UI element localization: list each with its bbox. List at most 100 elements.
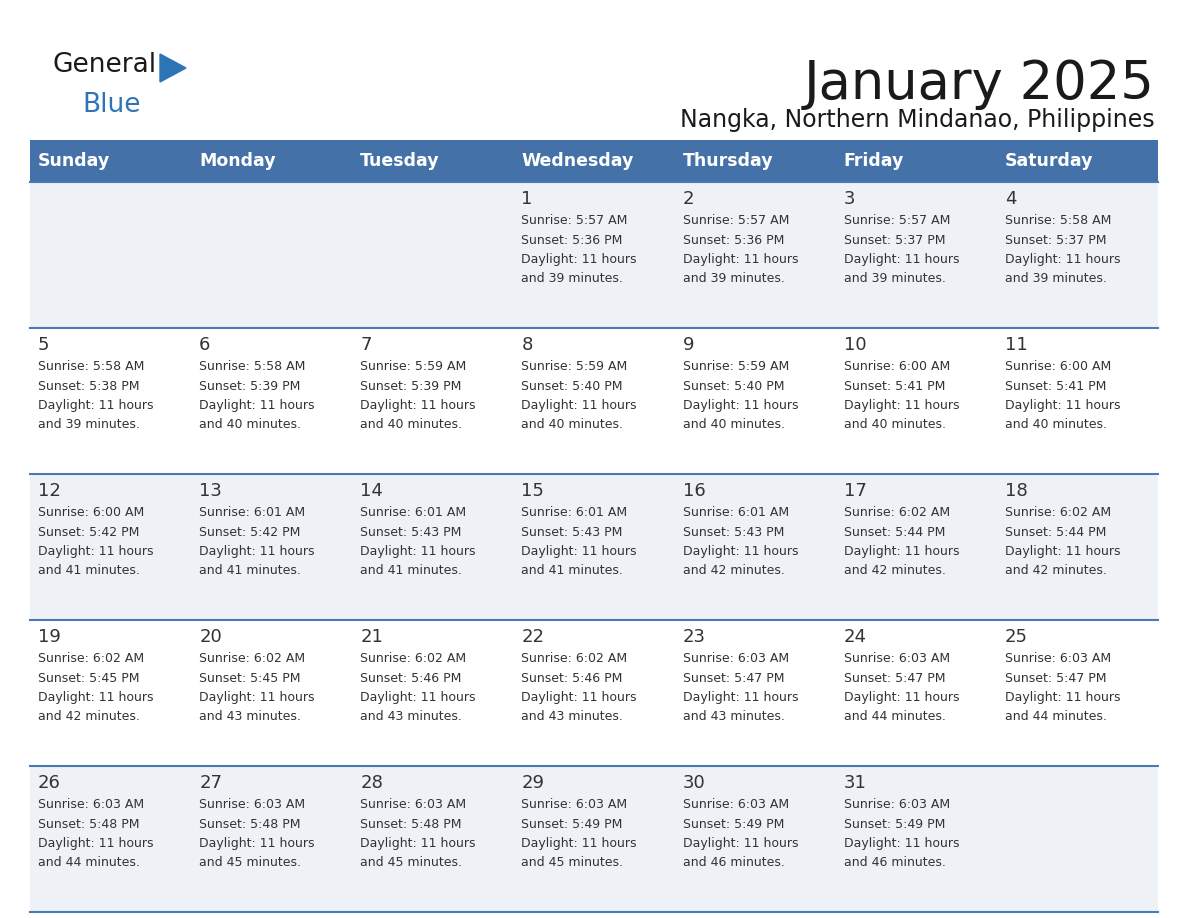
Text: and 40 minutes.: and 40 minutes. — [683, 419, 784, 431]
Text: Daylight: 11 hours: Daylight: 11 hours — [522, 691, 637, 704]
Text: and 45 minutes.: and 45 minutes. — [522, 856, 624, 869]
Text: and 43 minutes.: and 43 minutes. — [200, 711, 301, 723]
Text: Sunset: 5:43 PM: Sunset: 5:43 PM — [522, 525, 623, 539]
Text: Monday: Monday — [200, 152, 276, 170]
Bar — [30, 766, 1158, 912]
Text: 12: 12 — [38, 482, 61, 500]
Text: Sunrise: 6:01 AM: Sunrise: 6:01 AM — [200, 506, 305, 519]
Text: 17: 17 — [843, 482, 866, 500]
Text: Daylight: 11 hours: Daylight: 11 hours — [360, 399, 475, 412]
Text: Sunrise: 5:57 AM: Sunrise: 5:57 AM — [843, 214, 950, 227]
Text: Daylight: 11 hours: Daylight: 11 hours — [360, 545, 475, 558]
Text: and 39 minutes.: and 39 minutes. — [843, 273, 946, 285]
Text: Sunrise: 6:03 AM: Sunrise: 6:03 AM — [843, 798, 950, 811]
Text: Sunrise: 6:03 AM: Sunrise: 6:03 AM — [683, 652, 789, 665]
Text: Sunrise: 6:02 AM: Sunrise: 6:02 AM — [1005, 506, 1111, 519]
Text: Sunrise: 5:59 AM: Sunrise: 5:59 AM — [683, 360, 789, 373]
Text: 28: 28 — [360, 774, 384, 792]
Text: Sunrise: 6:02 AM: Sunrise: 6:02 AM — [200, 652, 305, 665]
Text: Sunset: 5:39 PM: Sunset: 5:39 PM — [360, 379, 462, 393]
Text: and 43 minutes.: and 43 minutes. — [683, 711, 784, 723]
Text: Daylight: 11 hours: Daylight: 11 hours — [522, 545, 637, 558]
Text: Sunrise: 5:59 AM: Sunrise: 5:59 AM — [360, 360, 467, 373]
Text: 29: 29 — [522, 774, 544, 792]
Text: Sunset: 5:36 PM: Sunset: 5:36 PM — [683, 233, 784, 247]
Text: January 2025: January 2025 — [804, 58, 1155, 110]
Text: and 42 minutes.: and 42 minutes. — [38, 711, 140, 723]
Text: Daylight: 11 hours: Daylight: 11 hours — [522, 253, 637, 266]
Text: Sunset: 5:49 PM: Sunset: 5:49 PM — [522, 818, 623, 831]
Text: Daylight: 11 hours: Daylight: 11 hours — [843, 399, 959, 412]
Text: 14: 14 — [360, 482, 384, 500]
Text: Saturday: Saturday — [1005, 152, 1093, 170]
Text: Sunset: 5:46 PM: Sunset: 5:46 PM — [360, 671, 462, 685]
Text: 8: 8 — [522, 336, 532, 354]
Bar — [513, 140, 675, 182]
Text: Nangka, Northern Mindanao, Philippines: Nangka, Northern Mindanao, Philippines — [681, 108, 1155, 132]
Text: and 39 minutes.: and 39 minutes. — [522, 273, 624, 285]
Text: Daylight: 11 hours: Daylight: 11 hours — [200, 545, 315, 558]
Bar — [191, 140, 353, 182]
Text: 15: 15 — [522, 482, 544, 500]
Text: Sunset: 5:40 PM: Sunset: 5:40 PM — [683, 379, 784, 393]
Text: Daylight: 11 hours: Daylight: 11 hours — [843, 253, 959, 266]
Text: General: General — [52, 52, 156, 78]
Text: and 41 minutes.: and 41 minutes. — [360, 565, 462, 577]
Text: 22: 22 — [522, 628, 544, 646]
Text: and 43 minutes.: and 43 minutes. — [360, 711, 462, 723]
Text: Daylight: 11 hours: Daylight: 11 hours — [683, 253, 798, 266]
Text: Sunrise: 6:02 AM: Sunrise: 6:02 AM — [843, 506, 950, 519]
Text: 23: 23 — [683, 628, 706, 646]
Text: Daylight: 11 hours: Daylight: 11 hours — [843, 545, 959, 558]
Text: Daylight: 11 hours: Daylight: 11 hours — [683, 399, 798, 412]
Text: Sunrise: 6:03 AM: Sunrise: 6:03 AM — [683, 798, 789, 811]
Text: Daylight: 11 hours: Daylight: 11 hours — [38, 837, 153, 850]
Text: Sunrise: 6:02 AM: Sunrise: 6:02 AM — [38, 652, 144, 665]
Polygon shape — [160, 54, 187, 82]
Text: Daylight: 11 hours: Daylight: 11 hours — [1005, 691, 1120, 704]
Text: Friday: Friday — [843, 152, 904, 170]
Bar — [30, 474, 1158, 620]
Text: Sunset: 5:38 PM: Sunset: 5:38 PM — [38, 379, 139, 393]
Text: Sunset: 5:41 PM: Sunset: 5:41 PM — [1005, 379, 1106, 393]
Text: Sunset: 5:42 PM: Sunset: 5:42 PM — [200, 525, 301, 539]
Bar — [997, 140, 1158, 182]
Text: Sunrise: 6:03 AM: Sunrise: 6:03 AM — [1005, 652, 1111, 665]
Text: and 44 minutes.: and 44 minutes. — [38, 856, 140, 869]
Text: Sunrise: 5:57 AM: Sunrise: 5:57 AM — [522, 214, 627, 227]
Text: 20: 20 — [200, 628, 222, 646]
Text: and 41 minutes.: and 41 minutes. — [38, 565, 140, 577]
Text: and 39 minutes.: and 39 minutes. — [683, 273, 784, 285]
Text: and 46 minutes.: and 46 minutes. — [843, 856, 946, 869]
Text: Sunset: 5:37 PM: Sunset: 5:37 PM — [843, 233, 946, 247]
Text: 6: 6 — [200, 336, 210, 354]
Text: Sunrise: 6:01 AM: Sunrise: 6:01 AM — [522, 506, 627, 519]
Text: and 44 minutes.: and 44 minutes. — [843, 711, 946, 723]
Text: Daylight: 11 hours: Daylight: 11 hours — [1005, 545, 1120, 558]
Text: 30: 30 — [683, 774, 706, 792]
Text: Sunrise: 6:00 AM: Sunrise: 6:00 AM — [1005, 360, 1111, 373]
Bar — [30, 328, 1158, 474]
Text: and 40 minutes.: and 40 minutes. — [522, 419, 624, 431]
Bar — [30, 140, 191, 182]
Bar — [675, 140, 835, 182]
Text: Thursday: Thursday — [683, 152, 773, 170]
Text: Daylight: 11 hours: Daylight: 11 hours — [200, 837, 315, 850]
Text: 5: 5 — [38, 336, 50, 354]
Text: and 39 minutes.: and 39 minutes. — [1005, 273, 1107, 285]
Text: Sunset: 5:43 PM: Sunset: 5:43 PM — [683, 525, 784, 539]
Text: and 42 minutes.: and 42 minutes. — [1005, 565, 1107, 577]
Text: and 45 minutes.: and 45 minutes. — [360, 856, 462, 869]
Text: 10: 10 — [843, 336, 866, 354]
Text: Daylight: 11 hours: Daylight: 11 hours — [38, 399, 153, 412]
Text: and 43 minutes.: and 43 minutes. — [522, 711, 624, 723]
Text: Sunset: 5:43 PM: Sunset: 5:43 PM — [360, 525, 462, 539]
Text: and 40 minutes.: and 40 minutes. — [1005, 419, 1107, 431]
Text: Sunrise: 6:03 AM: Sunrise: 6:03 AM — [360, 798, 467, 811]
Text: Sunrise: 6:00 AM: Sunrise: 6:00 AM — [843, 360, 950, 373]
Text: and 41 minutes.: and 41 minutes. — [522, 565, 624, 577]
Text: Daylight: 11 hours: Daylight: 11 hours — [38, 545, 153, 558]
Text: 13: 13 — [200, 482, 222, 500]
Text: Sunset: 5:36 PM: Sunset: 5:36 PM — [522, 233, 623, 247]
Text: Sunset: 5:46 PM: Sunset: 5:46 PM — [522, 671, 623, 685]
